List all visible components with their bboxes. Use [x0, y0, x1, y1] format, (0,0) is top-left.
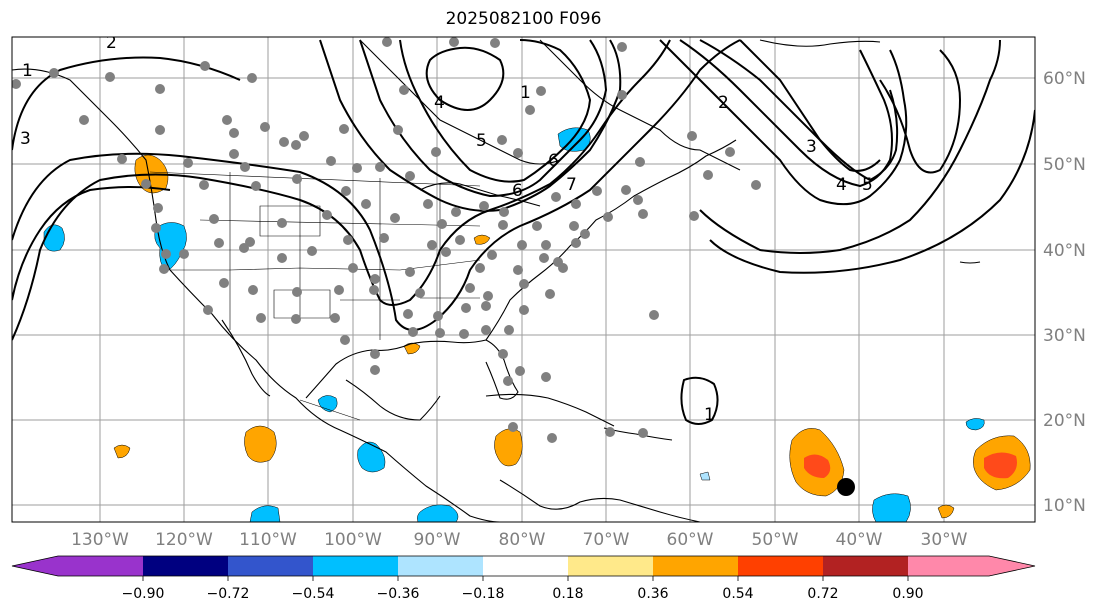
colorbar-tick: 0.72: [807, 586, 838, 602]
colorbar-segment: [58, 556, 144, 576]
contour-label: 6: [548, 151, 559, 171]
colorbar-segment: [313, 556, 399, 576]
colorbar-segment: [483, 556, 569, 576]
lon-label: 30°W: [921, 530, 968, 550]
contour-label-group: 1 2 3 4 5 6 7 1 2 3 4 5 6 1: [20, 33, 873, 425]
coastlines: [12, 39, 981, 522]
lon-label: 50°W: [752, 530, 799, 550]
colorbar-tick: 0.36: [637, 586, 668, 602]
colorbar-segment: [398, 556, 484, 576]
map-frame: [11, 36, 1036, 523]
colorbar-segment: [908, 556, 989, 576]
longitude-labels: 130°W 120°W 110°W 100°W 90°W 80°W 70°W 6…: [71, 530, 968, 550]
colorbar-segment: [12, 556, 58, 576]
contour-label: 5: [476, 131, 487, 151]
station-dots: [12, 37, 761, 443]
colorbar-tick: −0.72: [207, 586, 250, 602]
contour-label: 3: [20, 129, 31, 149]
lat-label: 10°N: [1043, 496, 1086, 516]
colorbar-tick: −0.54: [292, 586, 335, 602]
lon-label: 90°W: [414, 530, 461, 550]
lon-label: 80°W: [499, 530, 546, 550]
contour-lines: [12, 39, 1035, 425]
colorbar-segment: [143, 556, 229, 576]
contour-label: 3: [806, 137, 817, 157]
contour-label: 4: [434, 93, 445, 113]
lon-label: 130°W: [71, 530, 129, 550]
colorbar-segment: [989, 556, 1035, 576]
colorbar-tick: −0.36: [377, 586, 420, 602]
contour-label: 5: [862, 175, 873, 195]
colorbar-tick: 0.90: [892, 586, 923, 602]
colorbar-tick: −0.90: [122, 586, 165, 602]
lon-label: 110°W: [239, 530, 297, 550]
lon-label: 60°W: [667, 530, 714, 550]
lat-label: 50°N: [1043, 155, 1086, 175]
lat-label: 40°N: [1043, 241, 1086, 261]
storm-marker: [837, 478, 855, 496]
contour-label: 2: [106, 33, 117, 53]
contour-label: 1: [704, 405, 715, 425]
colorbar-segment: [823, 556, 909, 576]
lat-label: 60°N: [1043, 69, 1086, 89]
lon-label: 70°W: [583, 530, 630, 550]
contour-label: 1: [22, 61, 33, 81]
colorbar-tick: −0.18: [462, 586, 505, 602]
contour-label: 4: [836, 175, 847, 195]
shaded-anomalies: [43, 127, 1031, 522]
map-title: 2025082100 F096: [445, 9, 602, 29]
lon-label: 100°W: [324, 530, 382, 550]
lon-label: 120°W: [155, 530, 213, 550]
colorbar-tick: 0.18: [552, 586, 583, 602]
contour-label: 7: [566, 175, 577, 195]
colorbar-segment: [653, 556, 739, 576]
contour-label: 2: [718, 93, 729, 113]
lon-label: 40°W: [836, 530, 883, 550]
colorbar-segment: [738, 556, 824, 576]
contour-label: 6: [512, 181, 523, 201]
contour-label: 1: [520, 83, 531, 103]
latitude-labels: 60°N 50°N 40°N 30°N 20°N 10°N: [1043, 69, 1086, 516]
colorbar: −0.90 −0.72 −0.54 −0.36 −0.18 0.18 0.36 …: [11, 555, 1036, 602]
colorbar-segment: [228, 556, 314, 576]
colorbar-tick: 0.54: [722, 586, 753, 602]
lat-label: 30°N: [1043, 326, 1086, 346]
lat-label: 20°N: [1043, 411, 1086, 431]
colorbar-segment: [568, 556, 654, 576]
